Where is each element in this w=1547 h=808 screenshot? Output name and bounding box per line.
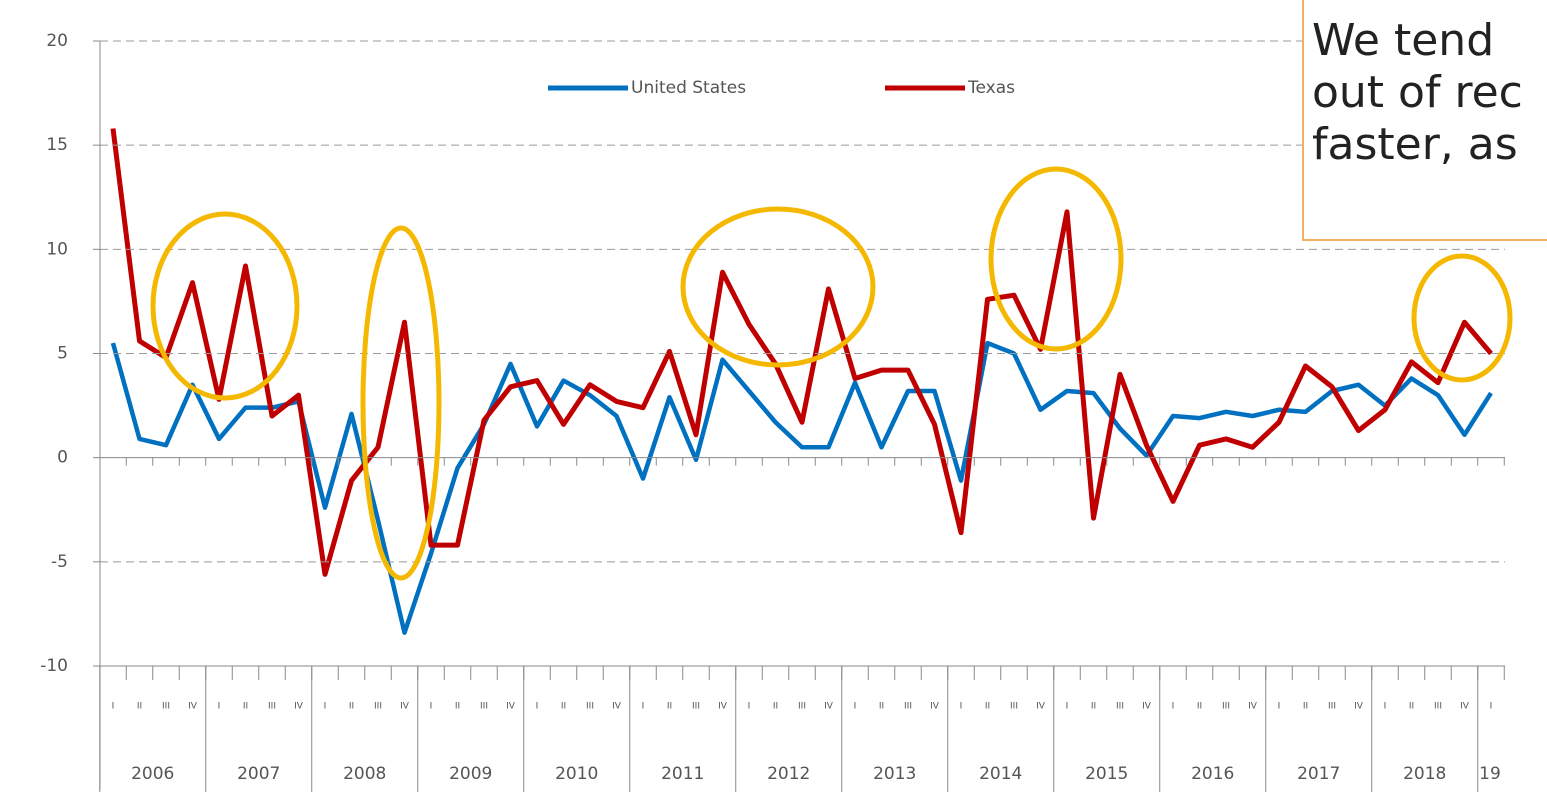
year-label: 2009 [449,764,492,784]
quarter-label: I [1278,702,1281,712]
annotation-text: We tend [1312,15,1494,66]
highlight-ellipse [1411,253,1513,383]
quarter-label: III [480,702,488,712]
quarter-label: I [854,702,857,712]
legend-label: United States [631,78,746,98]
year-label: 2016 [1191,764,1234,784]
quarter-label: IV [1036,702,1046,712]
year-label: 2010 [555,764,598,784]
y-tick-label: 5 [57,344,68,364]
quarter-label: I [430,702,433,712]
quarter-label: II [773,702,778,712]
quarter-label: II [349,702,354,712]
quarter-label: III [692,702,700,712]
quarter-label: IV [1354,702,1364,712]
year-label: 2008 [343,764,386,784]
annotation-text: out of rec [1312,67,1523,118]
quarter-label: II [561,702,566,712]
quarter-label: III [1222,702,1230,712]
year-label: 2014 [979,764,1022,784]
highlight-ellipse [680,206,876,368]
quarter-label: II [1091,702,1096,712]
year-label: 2011 [661,764,704,784]
quarter-label: II [1197,702,1202,712]
quarter-label: I [324,702,327,712]
year-label: 2007 [237,764,280,784]
year-label: 2017 [1297,764,1340,784]
quarter-label: III [1328,702,1336,712]
y-tick-label: 0 [57,448,68,468]
quarter-label: III [162,702,170,712]
quarter-label: I [748,702,751,712]
series [110,128,1493,635]
quarter-label: II [667,702,672,712]
quarter-label: I [1172,702,1175,712]
quarter-label: III [1116,702,1124,712]
legend-label: Texas [967,78,1015,98]
quarter-label: IV [612,702,622,712]
quarter-label: II [243,702,248,712]
quarter-label: II [1409,702,1414,712]
quarter-label: I [1384,702,1387,712]
annotation-text: faster, as [1312,119,1518,170]
y-tick-label: 20 [46,31,68,51]
year-label: 2006 [131,764,174,784]
quarter-label: IV [506,702,516,712]
quarter-label: I [960,702,963,712]
series-line [110,128,1493,577]
quarter-label: I [1066,702,1069,712]
y-tick-label: -10 [40,656,68,676]
year-label: 2012 [767,764,810,784]
quarter-label: IV [1460,702,1470,712]
y-tick-label: -5 [51,552,68,572]
quarter-label: IV [188,702,198,712]
quarter-label: III [798,702,806,712]
quarter-label: I [112,702,115,712]
quarter-label: II [137,702,142,712]
quarter-label: III [1434,702,1442,712]
year-label: 2018 [1403,764,1446,784]
quarter-label: II [1303,702,1308,712]
quarter-label: IV [1248,702,1258,712]
quarter-label: II [985,702,990,712]
quarter-label: IV [718,702,728,712]
year-label: 19 [1479,764,1501,784]
highlight-ellipse [150,211,300,401]
highlight-ellipse [988,166,1124,352]
quarter-label: IV [824,702,834,712]
quarter-label: I [642,702,645,712]
quarter-label: I [536,702,539,712]
series-line [110,340,1493,635]
quarter-label: I [218,702,221,712]
quarter-label: IV [930,702,940,712]
quarter-label: IV [400,702,410,712]
year-label: 2015 [1085,764,1128,784]
annotation-box [1302,0,1547,241]
year-label: 2013 [873,764,916,784]
quarter-label: II [455,702,460,712]
quarter-label: III [1010,702,1018,712]
quarter-label: III [268,702,276,712]
quarter-label: I [1490,702,1493,712]
quarter-label: IV [294,702,304,712]
highlights [150,166,1513,581]
quarter-label: III [374,702,382,712]
quarter-label: II [879,702,884,712]
quarter-label: III [586,702,594,712]
quarter-label: III [904,702,912,712]
y-tick-label: 10 [46,239,68,259]
highlight-ellipse [360,225,442,581]
y-tick-label: 15 [46,135,68,155]
quarter-label: IV [1142,702,1152,712]
